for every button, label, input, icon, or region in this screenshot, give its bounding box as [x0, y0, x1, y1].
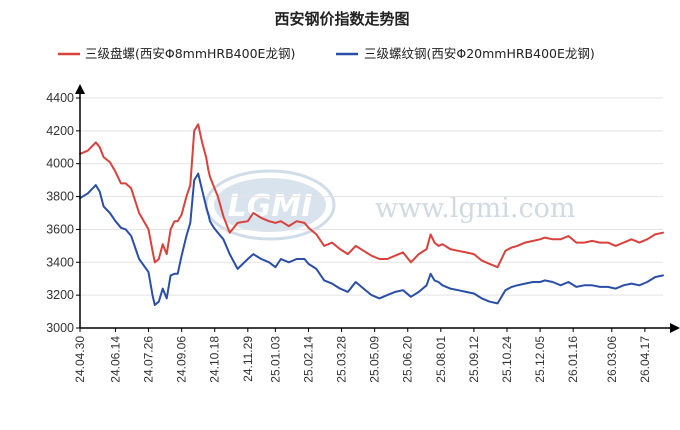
x-tick-label-10: 25.06.20: [401, 336, 415, 383]
x-tick-label-0: 24.04.30: [73, 336, 87, 383]
watermark: LGMI www.lgmi.com: [204, 169, 575, 241]
x-tick-label-5: 24.11.29: [241, 336, 255, 382]
x-tick-label-13: 25.10.24: [500, 336, 514, 383]
watermark-logo-text: LGMI: [228, 189, 313, 224]
legend-label-series2: 三级螺纹钢(西安Φ20mmHRB400E龙钢): [364, 46, 595, 61]
watermark-url: www.lgmi.com: [375, 193, 575, 224]
legend: 三级盘螺(西安Φ8mmHRB400E龙钢) 三级螺纹钢(西安Φ20mmHRB40…: [58, 46, 595, 61]
y-tick-label-0: 3000: [46, 321, 74, 335]
x-tick-label-11: 25.08.01: [434, 336, 448, 383]
legend-label-series1: 三级盘螺(西安Φ8mmHRB400E龙钢): [85, 46, 295, 61]
series-layer: [79, 123, 664, 306]
x-tick-label-15: 26.01.16: [566, 336, 580, 383]
y-axis-ticks: 3000 3200 3400 3600 3800 4000 4200 4400: [46, 91, 80, 335]
y-tick-label-3: 3600: [46, 222, 74, 236]
grid: [80, 97, 663, 296]
y-tick-label-5: 4000: [46, 157, 74, 171]
x-tick-label-3: 24.09.06: [175, 336, 189, 383]
y-tick-label-2: 3400: [46, 255, 74, 269]
watermark-logo-disc: [214, 178, 326, 232]
y-tick-label-4: 3800: [46, 190, 74, 204]
x-tick-label-14: 25.12.05: [533, 336, 547, 383]
x-axis-ticks: 24.04.30 24.06.14 24.07.26 24.09.06 24.10.18…: [73, 328, 652, 383]
x-tick-label-8: 25.03.28: [335, 336, 349, 383]
y-tick-label-1: 3200: [46, 288, 74, 302]
x-tick-label-17: 26.04.17: [638, 336, 652, 383]
x-tick-label-4: 24.10.18: [208, 336, 222, 383]
chart-title: 西安钢价指数走势图: [274, 10, 409, 28]
x-tick-label-6: 25.01.03: [268, 336, 282, 383]
x-tick-label-16: 26.03.06: [605, 336, 619, 383]
y-axis-arrow: [75, 84, 85, 94]
x-tick-label-1: 24.06.14: [108, 336, 122, 383]
y-tick-label-6: 4200: [46, 124, 74, 138]
x-tick-label-7: 25.02.14: [301, 336, 315, 383]
series-line-2: [79, 172, 664, 306]
x-axis-arrow: [670, 323, 680, 333]
series-line-1: [79, 123, 664, 269]
x-tick-label-12: 25.09.12: [467, 336, 481, 383]
axes: [75, 84, 680, 333]
y-tick-label-7: 4400: [46, 91, 74, 105]
x-tick-label-2: 24.07.26: [142, 336, 156, 383]
x-tick-label-9: 25.05.09: [368, 336, 382, 383]
